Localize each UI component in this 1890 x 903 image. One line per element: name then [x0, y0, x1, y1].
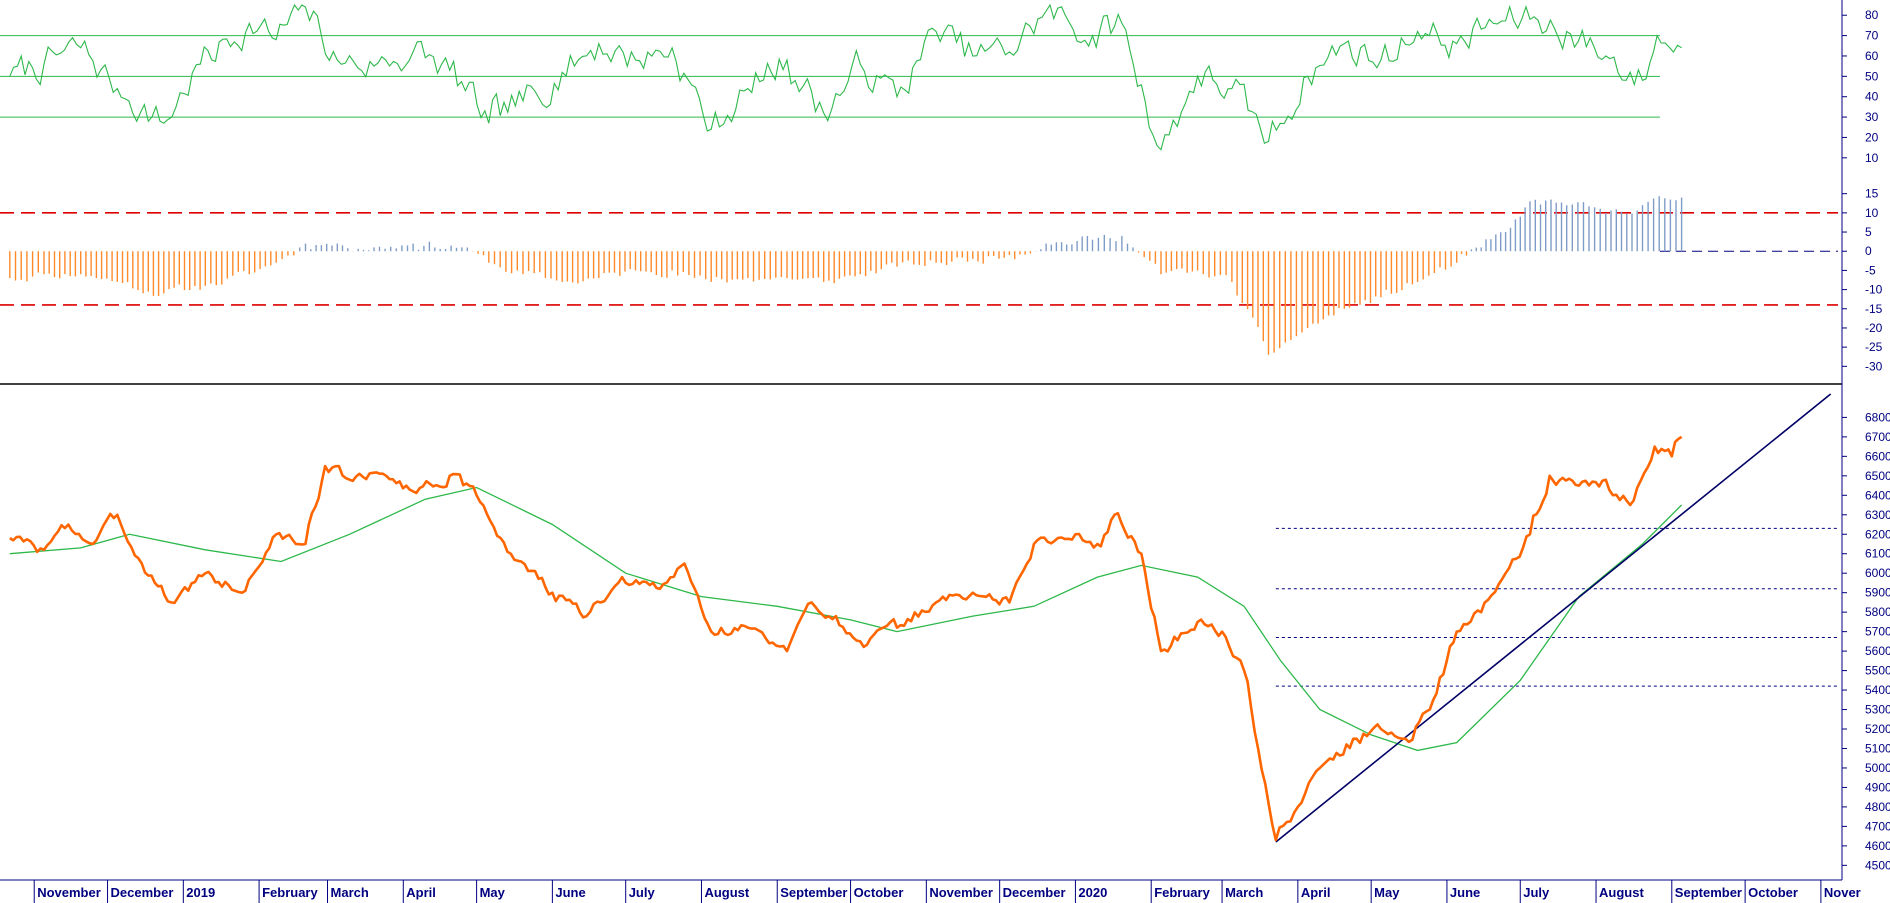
histogram-tick-label: 5 [1865, 225, 1872, 239]
price-panel [9, 393, 1838, 843]
month-label: February [1154, 885, 1210, 900]
price-tick-label: 5800 [1865, 605, 1890, 619]
price-tick-label: 5900 [1865, 586, 1890, 600]
month-label: March [331, 885, 369, 900]
month-label: May [1374, 885, 1400, 900]
month-label: October [1748, 885, 1798, 900]
price-tick-label: 5500 [1865, 664, 1890, 678]
price-line [9, 435, 1683, 842]
price-tick-label: 5400 [1865, 683, 1890, 697]
price-tick-label: 6600 [1865, 449, 1890, 463]
histogram-tick-label: -30 [1865, 359, 1883, 373]
price-tick-label: 6700 [1865, 430, 1890, 444]
price-tick-label: 6200 [1865, 527, 1890, 541]
price-tick-label: 5600 [1865, 644, 1890, 658]
histogram-tick-label: 15 [1865, 187, 1879, 201]
rsi-panel [0, 3, 1682, 151]
month-label: June [1450, 885, 1480, 900]
price-tick-label: 6300 [1865, 508, 1890, 522]
price-tick-label: 4500 [1865, 858, 1890, 872]
rsi-line [9, 3, 1682, 151]
rsi-tick-label: 80 [1865, 8, 1879, 22]
histogram-tick-label: 0 [1865, 244, 1872, 258]
month-label: December [1003, 885, 1066, 900]
rsi-tick-label: 70 [1865, 29, 1879, 43]
month-label: July [1523, 885, 1550, 900]
month-label: March [1225, 885, 1263, 900]
month-label: April [406, 885, 436, 900]
price-tick-label: 4900 [1865, 780, 1890, 794]
histogram-tick-label: -25 [1865, 340, 1883, 354]
histogram-tick-label: -20 [1865, 321, 1883, 335]
month-label: November [929, 885, 993, 900]
month-label: July [629, 885, 656, 900]
month-label: September [780, 885, 847, 900]
price-tick-label: 5300 [1865, 703, 1890, 717]
moving-average-line [9, 486, 1683, 752]
price-tick-label: 6500 [1865, 469, 1890, 483]
histogram-tick-label: -15 [1865, 302, 1883, 316]
price-tick-label: 4800 [1865, 800, 1890, 814]
price-tick-label: 5000 [1865, 761, 1890, 775]
rsi-tick-label: 40 [1865, 90, 1879, 104]
month-label: September [1675, 885, 1742, 900]
month-label: April [1301, 885, 1331, 900]
price-tick-label: 5200 [1865, 722, 1890, 736]
price-tick-label: 4600 [1865, 839, 1890, 853]
price-tick-label: 5100 [1865, 741, 1890, 755]
month-label: February [262, 885, 318, 900]
month-label: December [111, 885, 174, 900]
month-label: June [555, 885, 585, 900]
price-tick-label: 6400 [1865, 488, 1890, 502]
month-label: May [480, 885, 506, 900]
histogram-tick-label: -5 [1865, 263, 1876, 277]
price-tick-label: 6800 [1865, 410, 1890, 424]
month-label: Nover [1824, 885, 1861, 900]
histogram-tick-label: 10 [1865, 206, 1879, 220]
month-label: August [1599, 885, 1644, 900]
month-label: 2019 [186, 885, 215, 900]
histogram-tick-label: -10 [1865, 283, 1883, 297]
month-label: August [704, 885, 749, 900]
price-tick-label: 4700 [1865, 819, 1890, 833]
rsi-tick-label: 50 [1865, 69, 1879, 83]
price-tick-label: 6100 [1865, 547, 1890, 561]
month-label: October [854, 885, 904, 900]
trendline [1275, 393, 1832, 843]
histogram-panel [0, 196, 1842, 385]
month-label: November [37, 885, 101, 900]
rsi-tick-label: 10 [1865, 151, 1879, 165]
rsi-tick-label: 30 [1865, 110, 1879, 124]
rsi-tick-label: 20 [1865, 130, 1879, 144]
rsi-tick-label: 60 [1865, 49, 1879, 63]
month-label: 2020 [1078, 885, 1107, 900]
price-tick-label: 6000 [1865, 566, 1890, 580]
price-tick-label: 5700 [1865, 625, 1890, 639]
